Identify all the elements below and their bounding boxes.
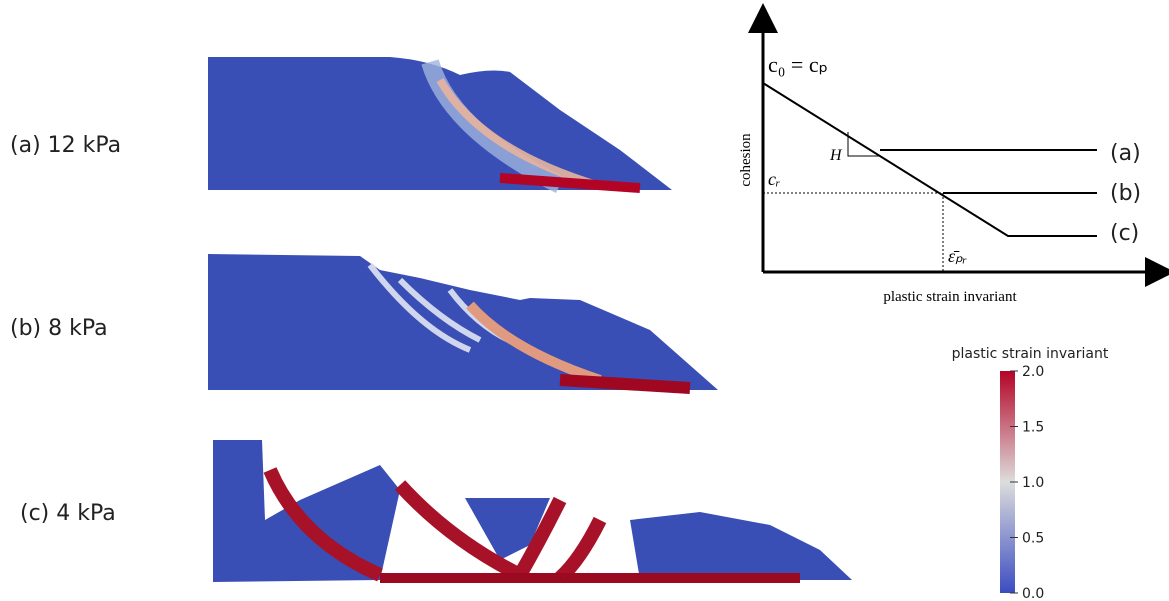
tick-label: 1.5 — [1022, 420, 1044, 436]
curve-label: (a) — [1110, 141, 1141, 166]
panel-label: (c) 4 kPa — [20, 501, 116, 526]
slope-a — [208, 57, 672, 194]
cohesion-diagram: c₀ = cₚ H cᵣ ε̄ₚᵣ cohesion plastic strai… — [738, 3, 1169, 305]
tick-label: 2.0 — [1022, 364, 1044, 380]
x-axis-label: plastic strain invariant — [883, 289, 1017, 305]
panel-label: (a) 12 kPa — [10, 133, 121, 158]
slope-b — [208, 254, 718, 394]
curve-label: (b) — [1110, 181, 1141, 206]
curve-label: (c) — [1110, 221, 1139, 246]
slope-label: H — [829, 147, 843, 164]
peak-label: c₀ = cₚ — [768, 52, 828, 77]
residual-label: cᵣ — [768, 169, 780, 189]
y-axis-label: cohesion — [738, 133, 754, 187]
tick-label: 0.5 — [1022, 531, 1044, 547]
panel-label: (b) 8 kPa — [10, 316, 108, 341]
tick-label: 1.0 — [1022, 475, 1044, 491]
slope-c — [213, 440, 852, 584]
strain-label: ε̄ₚᵣ — [948, 246, 967, 266]
colorbar: plastic strain invariant 0.0 0.5 1.0 1.5 2.0 — [952, 346, 1109, 601]
tick-label: 0.0 — [1022, 586, 1044, 601]
colorbar-title: plastic strain invariant — [952, 346, 1109, 362]
